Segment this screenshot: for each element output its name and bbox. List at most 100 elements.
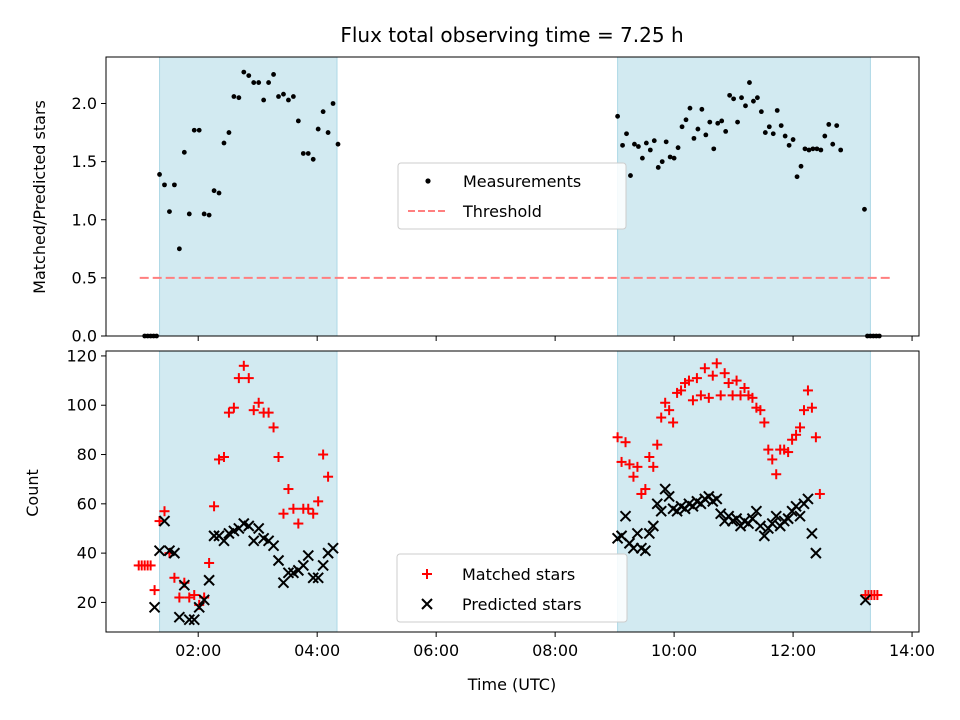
- matched-star-point: [664, 405, 675, 416]
- predicted-star-point: [248, 535, 260, 547]
- measurement-point: [201, 211, 207, 217]
- predicted-star-point: [643, 527, 656, 540]
- matched-star-point: [149, 585, 160, 596]
- matched-star-point: [189, 590, 200, 601]
- measurement-point: [310, 156, 316, 162]
- predicted-star-point: [302, 549, 314, 562]
- predicted-star-point: [277, 576, 290, 589]
- chart-title: Flux total observing time = 7.25 h: [340, 23, 683, 47]
- measurement-point: [276, 94, 281, 99]
- measurement-point: [191, 127, 197, 133]
- count-y-tick-label: 100: [66, 396, 97, 415]
- measurements-legend-marker: [425, 178, 431, 184]
- matched-star-point: [771, 469, 782, 480]
- predicted-star-point: [794, 510, 806, 522]
- predicted-star-point: [639, 544, 652, 557]
- measurement-point: [762, 130, 768, 135]
- matched-star-point: [243, 373, 254, 384]
- predicted-star-point: [178, 579, 191, 591]
- measurement-point: [335, 141, 341, 147]
- matched-star-point: [318, 449, 329, 460]
- predicted-star-point: [327, 542, 339, 554]
- time-x-tick-label: 04:00: [294, 641, 340, 660]
- measurement-point: [683, 117, 689, 123]
- ratio-x-ticks: [197, 336, 913, 341]
- measurement-point: [707, 119, 713, 125]
- matched-star-point: [814, 488, 825, 499]
- matched-star-point: [699, 363, 710, 374]
- measurement-point: [711, 146, 717, 152]
- predicted-stars-legend-marker: [421, 598, 433, 610]
- measurement-point: [300, 151, 306, 156]
- matched-star-point: [872, 590, 883, 601]
- measurement-point: [624, 131, 629, 137]
- observing-window-shades-bottom: [159, 350, 871, 633]
- count-y-axis: 20 40 60 80 100 120: [66, 346, 106, 612]
- matched-star-point: [739, 382, 750, 393]
- matched-star-point: [656, 412, 667, 423]
- measurement-point: [167, 209, 172, 215]
- measurement-point: [651, 138, 657, 144]
- matched-star-point: [810, 432, 821, 443]
- measurement-point: [290, 94, 296, 99]
- measurement-point: [251, 80, 257, 85]
- measurement-point: [715, 120, 721, 126]
- observing-window-shade: [617, 350, 871, 633]
- count-legend: Matched stars Predicted stars: [396, 553, 628, 623]
- predicted-star-point: [208, 530, 220, 542]
- measurement-point: [221, 140, 227, 146]
- matched-star-point: [253, 397, 264, 408]
- measurement-point: [818, 147, 824, 153]
- predicted-star-point: [312, 572, 324, 584]
- matched-star-point: [154, 516, 165, 527]
- measurement-point: [814, 146, 820, 152]
- measurement-point: [196, 127, 202, 133]
- matched-star-point: [767, 454, 778, 465]
- ratio-y-axis: 0.0 0.5 1.0 1.5 2.0: [72, 94, 106, 346]
- time-x-tick-label: 08:00: [532, 641, 578, 660]
- predicted-star-point: [750, 505, 763, 517]
- measurement-point: [699, 106, 705, 112]
- matched-star-point: [783, 447, 794, 458]
- matched-star-point: [707, 370, 718, 381]
- predicted-star-point: [297, 559, 310, 572]
- predicted-star-point: [168, 547, 181, 559]
- measurement-point: [639, 155, 645, 161]
- measurement-point: [157, 172, 162, 177]
- measurement-point: [671, 155, 677, 161]
- matched-star-point: [652, 439, 663, 450]
- measurement-point: [659, 159, 665, 165]
- measurement-point: [211, 188, 217, 194]
- predicted-star-point: [631, 527, 644, 540]
- measurement-point: [655, 165, 661, 170]
- ratio-y-tick-label: 1.5: [72, 152, 97, 171]
- count-legend-box: [396, 553, 628, 623]
- matched-star-point: [703, 392, 714, 403]
- matched-star-point: [640, 484, 651, 495]
- predicted-star-point: [651, 498, 663, 510]
- matched-star-point: [676, 385, 687, 396]
- matched-star-point: [711, 358, 722, 369]
- predicted-star-point: [806, 527, 818, 540]
- matched-star-point: [293, 518, 304, 529]
- measurement-point: [826, 122, 832, 127]
- matched-star-point: [660, 397, 671, 408]
- measurement-point: [226, 130, 232, 135]
- predicted-star-point: [810, 547, 822, 559]
- predicted-star-point: [647, 520, 659, 532]
- measurement-point: [241, 69, 247, 75]
- matched-star-point: [632, 461, 643, 472]
- observing-window-shade: [159, 56, 338, 337]
- measurement-point: [281, 91, 286, 97]
- measurement-point: [743, 103, 748, 109]
- matched-star-point: [233, 373, 244, 384]
- predicted-star-point: [203, 574, 215, 586]
- measurement-point: [806, 147, 812, 153]
- matched-star-point: [169, 572, 180, 583]
- measurements-legend-label: Measurements: [463, 172, 581, 191]
- measurement-point: [286, 97, 291, 103]
- measurement-point: [271, 72, 276, 77]
- observing-window-shade: [617, 56, 871, 337]
- matched-star-point: [802, 385, 813, 396]
- predicted-star-point: [243, 520, 255, 532]
